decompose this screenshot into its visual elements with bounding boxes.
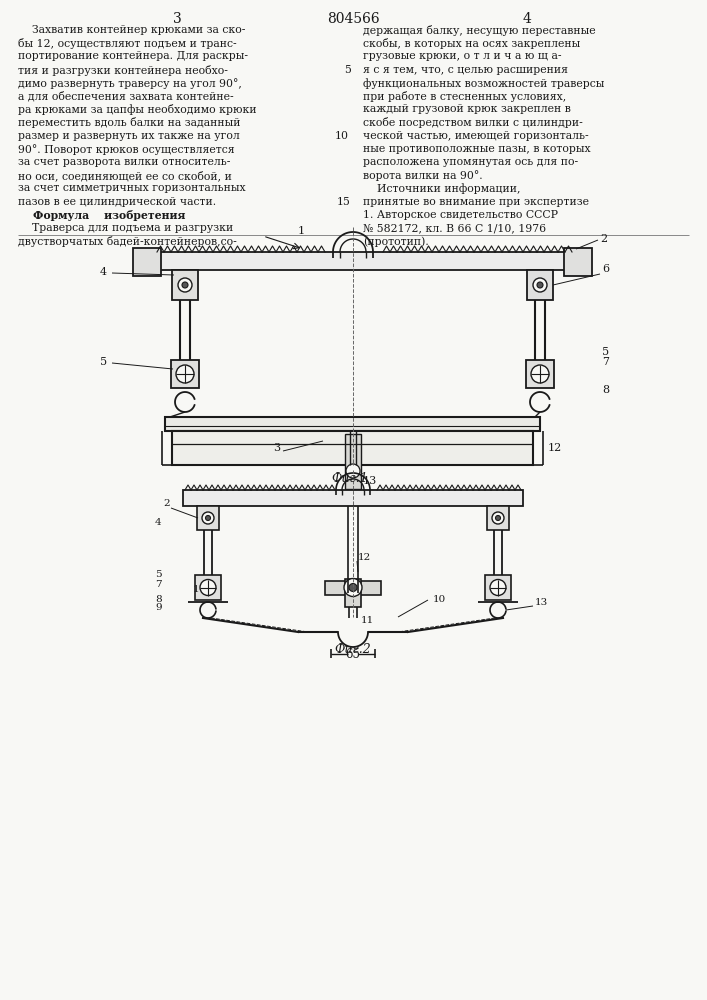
Text: за счет разворота вилки относитель-: за счет разворота вилки относитель- [18,157,230,167]
Text: 10: 10 [335,131,349,141]
Text: размер и развернуть их также на угол: размер и развернуть их также на угол [18,131,240,141]
Text: Фиг.1: Фиг.1 [332,472,368,485]
Text: 6: 6 [602,264,609,274]
Text: за счет симметричных горизонтальных: за счет симметричных горизонтальных [18,183,245,193]
Text: переместить вдоль балки на заданный: переместить вдоль балки на заданный [18,117,240,128]
Text: Источники информации,: Источники информации, [363,183,520,194]
Circle shape [533,278,547,292]
Text: 65: 65 [346,648,361,660]
Text: 2: 2 [600,234,607,244]
Text: пазов в ее цилиндрической части.: пазов в ее цилиндрической части. [18,197,216,207]
Circle shape [496,516,501,520]
Circle shape [492,512,504,524]
Circle shape [531,365,549,383]
Bar [345,434,361,489]
Text: 12: 12 [548,443,562,453]
Circle shape [206,516,211,520]
Text: 8: 8 [155,595,162,604]
Circle shape [202,512,214,524]
Text: а для обеспечения захвата контейне-: а для обеспечения захвата контейне- [18,91,233,102]
Text: 5: 5 [155,570,162,579]
Text: Фиг.2: Фиг.2 [334,643,371,656]
Bar [564,248,592,276]
Text: 13: 13 [363,476,378,486]
Bar [195,575,221,600]
Text: 4: 4 [522,12,532,26]
Text: ные противоположные пазы, в которых: ные противоположные пазы, в которых [363,144,590,154]
Text: каждый грузовой крюк закреплен в: каждый грузовой крюк закреплен в [363,104,571,114]
Text: 10: 10 [433,595,446,604]
Text: 12: 12 [358,553,371,562]
Text: Траверса для подъема и разгрузки: Траверса для подъема и разгрузки [18,223,233,233]
Text: держащая балку, несущую переставные: держащая балку, несущую переставные [363,25,595,36]
Text: ра крюками за цапфы необходимо крюки: ра крюками за цапфы необходимо крюки [18,104,257,115]
Circle shape [178,278,192,292]
Text: 804566: 804566 [327,12,380,26]
Bar [155,252,570,270]
Text: я с я тем, что, с целью расширения: я с я тем, что, с целью расширения [363,65,568,75]
Text: при работе в стесненных условиях,: при работе в стесненных условиях, [363,91,566,102]
Text: 5: 5 [344,65,351,75]
Bar [183,490,523,506]
Text: скобы, в которых на осях закреплены: скобы, в которых на осях закреплены [363,38,580,49]
Text: 15: 15 [337,197,351,207]
Text: бы 12, осуществляют подъем и транс-: бы 12, осуществляют подъем и транс- [18,38,237,49]
Bar [133,248,161,276]
Bar [485,575,511,600]
Text: 9: 9 [155,603,162,612]
Text: 8: 8 [602,385,609,395]
Text: 1. Авторское свидетельство СССР: 1. Авторское свидетельство СССР [363,210,558,220]
Circle shape [200,580,216,595]
Text: расположена упомянутая ось для по-: расположена упомянутая ось для по- [363,157,578,167]
Text: портирование контейнера. Для раскры-: портирование контейнера. Для раскры- [18,51,248,61]
Bar [325,580,381,594]
Bar [172,431,533,465]
Text: ворота вилки на 90°.: ворота вилки на 90°. [363,170,483,181]
Text: Формула    изобретения: Формула изобретения [18,210,185,221]
Text: димо развернуть траверсу на угол 90°,: димо развернуть траверсу на угол 90°, [18,78,242,89]
Text: двустворчатых бадей-контейнеров,со-: двустворчатых бадей-контейнеров,со- [18,236,237,247]
Bar [171,360,199,388]
Circle shape [537,282,543,288]
Text: 1: 1 [298,226,305,236]
Text: 5: 5 [100,357,107,367]
Bar [197,506,219,530]
Text: 13: 13 [535,598,548,607]
Text: 3: 3 [273,443,280,453]
Text: Захватив контейнер крюками за ско-: Захватив контейнер крюками за ско- [18,25,245,35]
Text: 7: 7 [602,357,609,367]
Bar [527,270,553,300]
Text: грузовые крюки, о т л и ч а ю щ а-: грузовые крюки, о т л и ч а ю щ а- [363,51,561,61]
Text: № 582172, кл. B 66 C 1/10, 1976: № 582172, кл. B 66 C 1/10, 1976 [363,223,546,233]
Text: 1: 1 [193,585,199,594]
Circle shape [346,464,360,478]
Text: скобе посредством вилки с цилиндри-: скобе посредством вилки с цилиндри- [363,117,583,128]
Circle shape [344,578,362,596]
Bar [345,578,361,606]
Text: но оси, соединяющей ее со скобой, и: но оси, соединяющей ее со скобой, и [18,170,232,181]
Text: функциональных возможностей траверсы: функциональных возможностей траверсы [363,78,604,89]
Text: 3: 3 [173,12,182,26]
Text: ческой частью, имеющей горизонталь-: ческой частью, имеющей горизонталь- [363,131,589,141]
Text: 5: 5 [602,347,609,357]
Circle shape [176,365,194,383]
Text: 7: 7 [155,580,162,589]
Circle shape [349,584,357,591]
Text: (прототип).: (прототип). [363,236,428,247]
Text: 90°. Поворот крюков осуществляется: 90°. Поворот крюков осуществляется [18,144,235,155]
Text: 11: 11 [361,616,374,625]
Bar [172,270,198,300]
Text: 2: 2 [163,499,170,508]
Text: 4: 4 [100,267,107,277]
Text: 4: 4 [155,518,162,527]
Bar [165,417,540,431]
Circle shape [182,282,188,288]
Circle shape [490,580,506,595]
Bar [526,360,554,388]
Text: принятые во внимание при экспертизе: принятые во внимание при экспертизе [363,197,589,207]
Bar [487,506,509,530]
Text: тия и разгрузки контейнера необхо-: тия и разгрузки контейнера необхо- [18,65,228,76]
